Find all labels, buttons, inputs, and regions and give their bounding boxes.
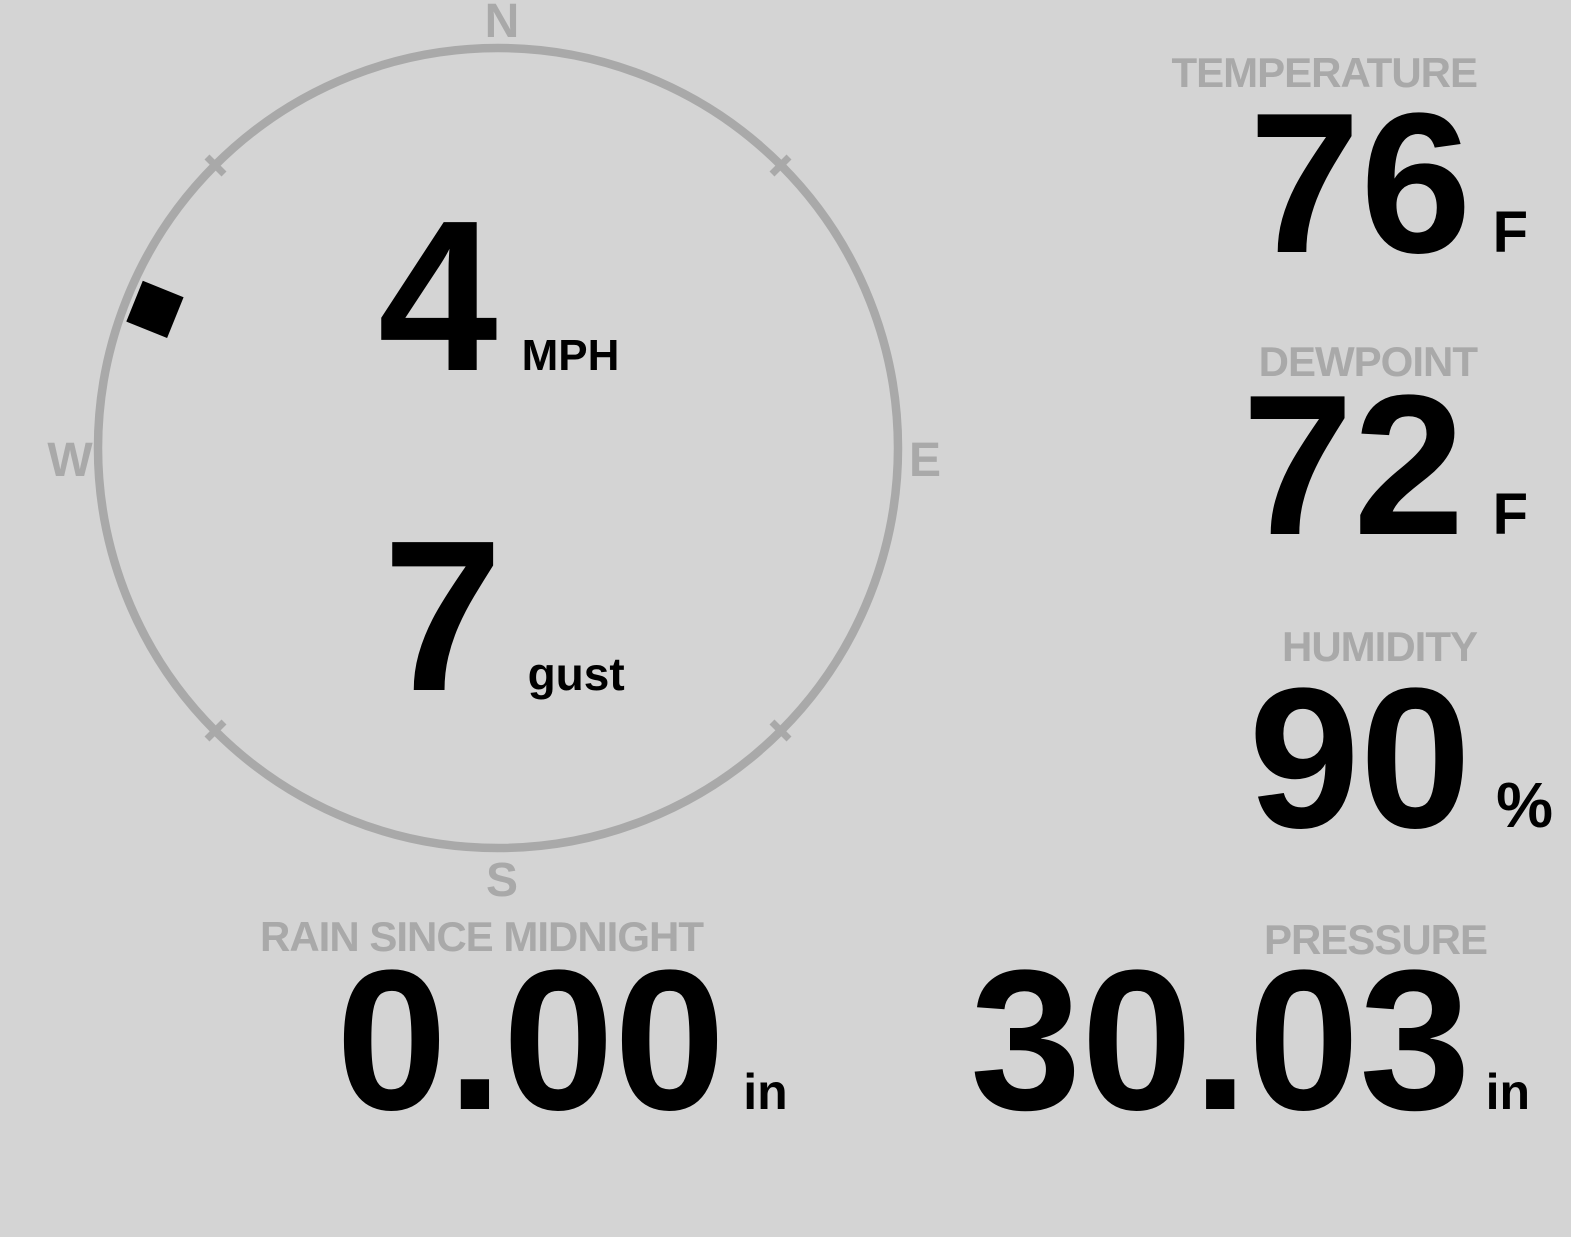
cardinal-west-label: W (47, 434, 93, 487)
pressure-reading: 30.03 in (970, 941, 1530, 1141)
cardinal-south-label: S (485, 854, 519, 907)
temperature-label: TEMPERATURE (1171, 49, 1478, 96)
temperature-value: 76 (1249, 72, 1472, 295)
temperature-reading: 76 F (1249, 84, 1528, 284)
compass-rose (93, 43, 903, 853)
dewpoint-label: DEWPOINT (1258, 338, 1478, 385)
compass-circle (93, 43, 903, 853)
dewpoint-value: 72 (1242, 354, 1465, 577)
rain-since-midnight-unit: in (743, 1064, 788, 1120)
cardinal-north-label: N (484, 0, 520, 48)
cardinal-east-label: E (908, 434, 942, 487)
temperature-unit: F (1492, 200, 1528, 265)
rain-since-midnight-label: RAIN SINCE MIDNIGHT (260, 913, 704, 960)
wind-gust: 7 gust (383, 508, 625, 723)
pressure-unit: in (1485, 1064, 1530, 1120)
wind-speed-unit: MPH (521, 331, 620, 380)
wind-gust-value: 7 (383, 495, 503, 736)
wind-direction-marker (126, 280, 184, 339)
dewpoint-reading: 72 F (1242, 366, 1528, 566)
humidity-reading: 90 % (1249, 659, 1553, 859)
dewpoint-unit: F (1492, 482, 1528, 547)
rain-since-midnight-reading: 0.00 in (336, 941, 788, 1141)
wind-gust-label: gust (527, 648, 625, 700)
humidity-unit: % (1496, 769, 1553, 841)
pressure-value: 30.03 (970, 929, 1471, 1152)
humidity-label: HUMIDITY (1282, 623, 1478, 670)
humidity-value: 90 (1248, 647, 1472, 870)
wind-speed-value: 4 (378, 175, 498, 416)
rain-since-midnight-value: 0.00 (336, 929, 726, 1152)
compass-ticks (204, 154, 792, 742)
wind-speed: 4 MPH (378, 188, 619, 403)
pressure-label: PRESSURE (1263, 916, 1488, 963)
